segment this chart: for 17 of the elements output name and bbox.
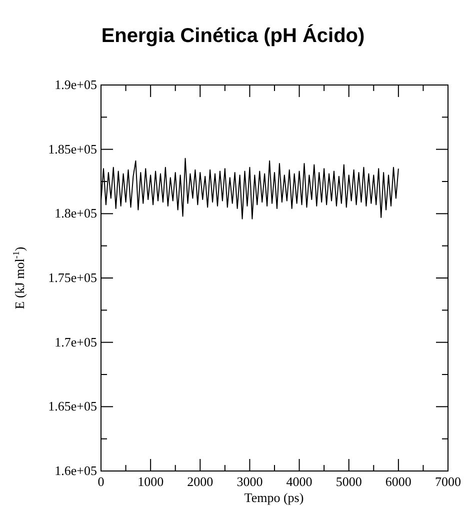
x-tick-label: 3000 bbox=[236, 474, 263, 489]
x-tick-label: 2000 bbox=[187, 474, 214, 489]
x-tick-label: 6000 bbox=[385, 474, 412, 489]
y-tick-label: 1.75e+05 bbox=[48, 270, 97, 285]
x-tick-label: 0 bbox=[98, 474, 104, 489]
x-tick-label: 4000 bbox=[286, 474, 312, 489]
y-tick-label: 1.85e+05 bbox=[48, 141, 97, 156]
y-tick-label: 1.65e+05 bbox=[48, 398, 97, 414]
x-tick-label: 5000 bbox=[336, 474, 362, 489]
chart-title: Energia Cinética (pH Ácido) bbox=[101, 24, 365, 47]
x-tick-label: 7000 bbox=[435, 474, 461, 489]
x-tick-label: 1000 bbox=[138, 474, 164, 489]
y-tick-label: 1.8e+05 bbox=[54, 206, 97, 221]
y-tick-label: 1.9e+05 bbox=[54, 77, 97, 92]
y-tick-label: 1.7e+05 bbox=[54, 334, 97, 350]
x-axis-title: Tempo (ps) bbox=[244, 490, 304, 505]
y-tick-label: 1.6e+05 bbox=[54, 463, 97, 478]
